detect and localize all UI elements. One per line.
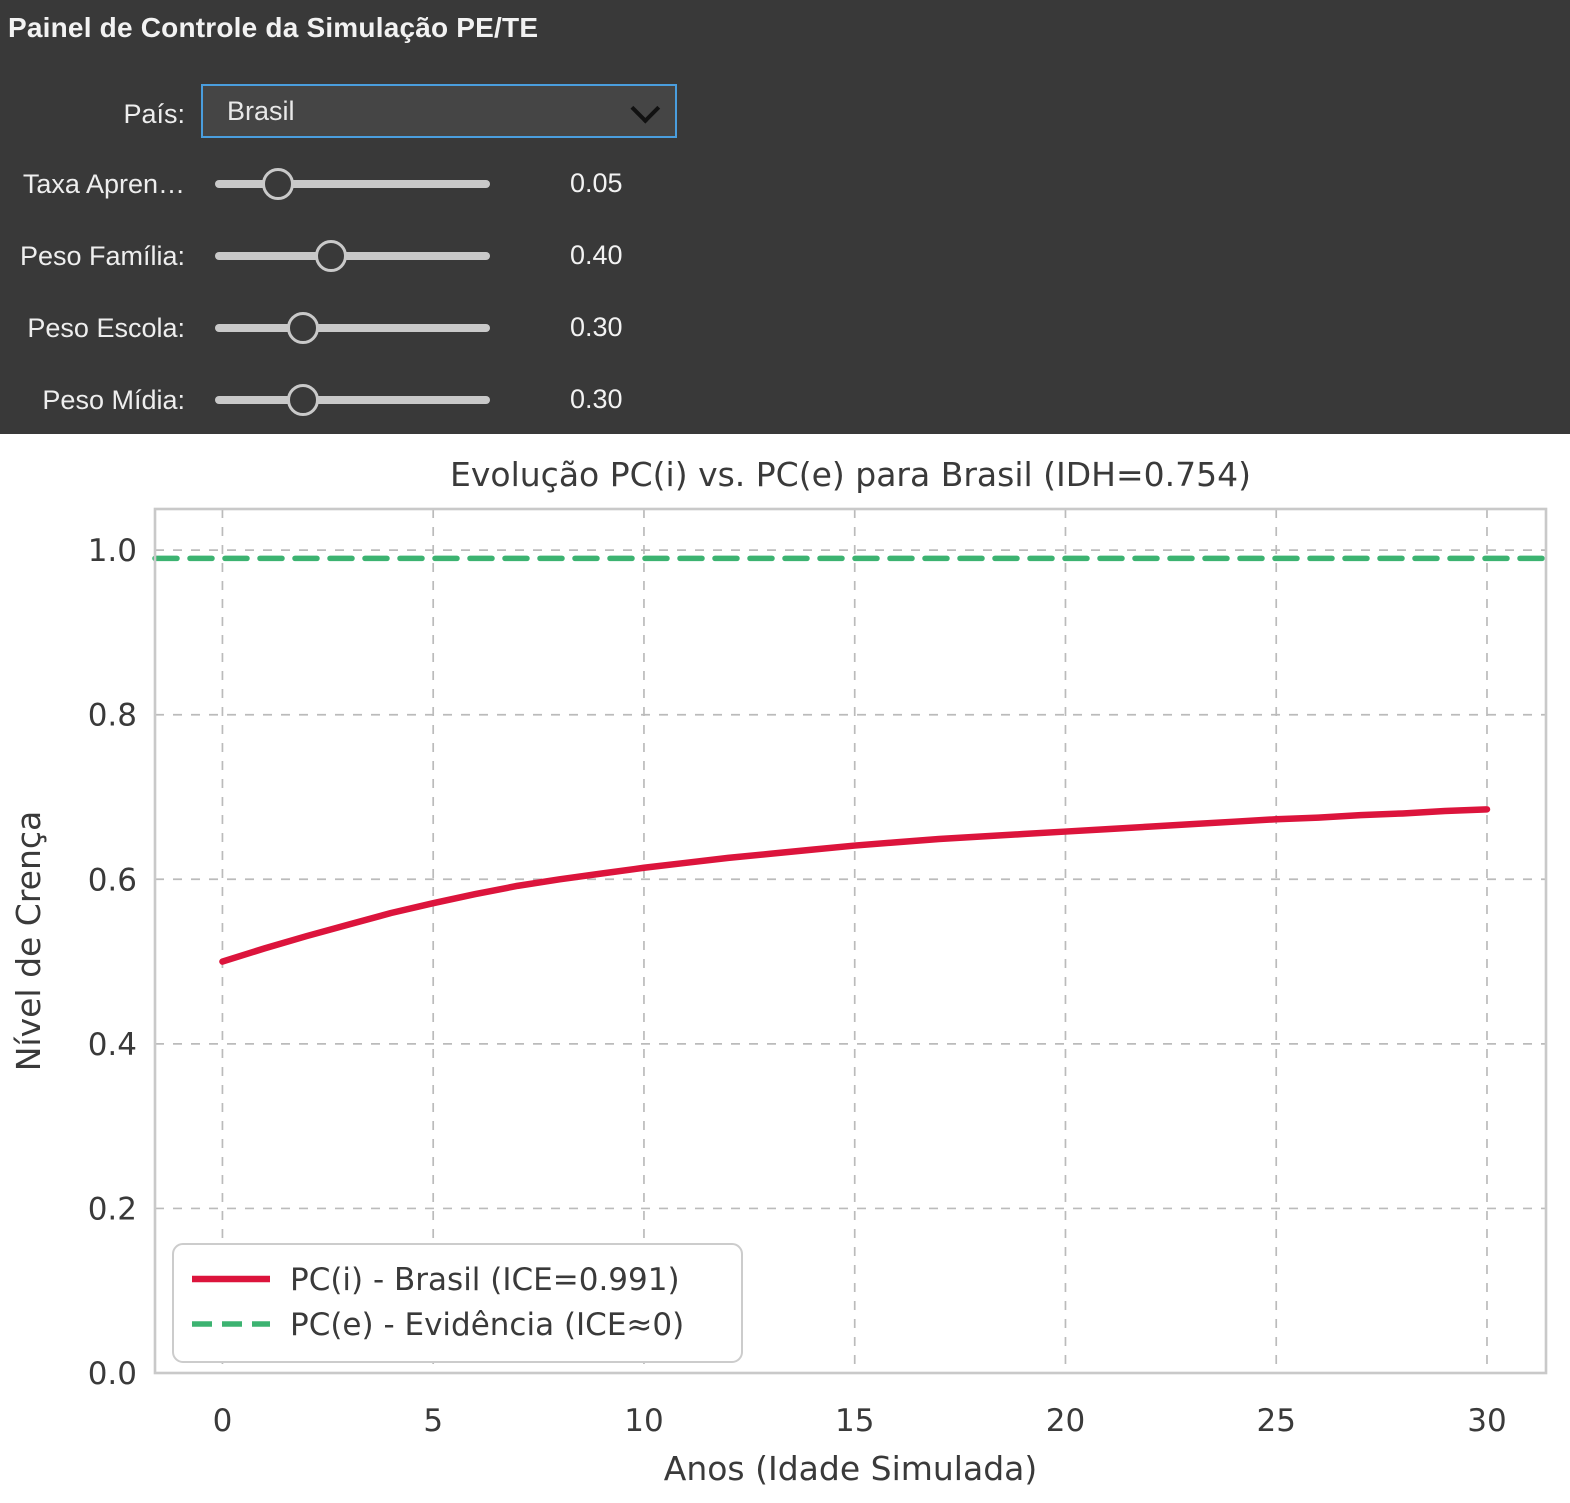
y-tick-label: 0.4 xyxy=(88,1027,137,1063)
school-weight-label: Peso Escola: xyxy=(27,313,185,343)
x-tick-label: 30 xyxy=(1467,1403,1506,1439)
x-tick-label: 20 xyxy=(1046,1403,1085,1439)
legend-label: PC(i) - Brasil (ICE=0.991) xyxy=(290,1262,680,1298)
learning-rate-value: 0.05 xyxy=(570,168,623,198)
media-weight-slider[interactable] xyxy=(215,384,490,416)
school-weight-value: 0.30 xyxy=(570,312,623,342)
legend-label: PC(e) - Evidência (ICE≈0) xyxy=(290,1307,684,1343)
slider-row-family-weight: Peso Família: 0.40 xyxy=(0,236,1570,276)
plot-frame xyxy=(153,507,1548,1375)
x-tick-label: 25 xyxy=(1257,1403,1296,1439)
country-select[interactable]: Brasil xyxy=(201,84,677,138)
slider-row-learning-rate: Taxa Apren… 0.05 xyxy=(0,164,1570,204)
y-tick-label: 0.0 xyxy=(88,1356,137,1392)
panel-title: Painel de Controle da Simulação PE/TE xyxy=(8,12,539,43)
country-select-value: Brasil xyxy=(227,95,295,126)
y-tick-label: 0.6 xyxy=(88,862,137,898)
school-weight-slider-handle[interactable] xyxy=(287,312,319,344)
family-weight-label: Peso Família: xyxy=(19,241,185,271)
chart-title: Evolução PC(i) vs. PC(e) para Brasil (ID… xyxy=(450,455,1251,494)
x-axis-label: Anos (Idade Simulada) xyxy=(664,1449,1038,1488)
family-weight-value: 0.40 xyxy=(570,240,623,270)
x-tick-label: 0 xyxy=(213,1403,233,1439)
y-tick-label: 0.8 xyxy=(88,698,137,734)
y-axis-label: Nível de Crença xyxy=(9,811,48,1072)
slider-row-media-weight: Peso Mídia: 0.30 xyxy=(0,380,1570,420)
pc-i-line xyxy=(219,806,1491,965)
learning-rate-slider-handle[interactable] xyxy=(262,168,295,200)
control-panel: Painel de Controle da Simulação PE/TE Pa… xyxy=(0,0,1570,434)
family-weight-slider-handle[interactable] xyxy=(314,240,347,272)
learning-rate-slider[interactable] xyxy=(215,168,490,200)
slider-row-school-weight: Peso Escola: 0.30 xyxy=(0,308,1570,348)
chevron-down-icon xyxy=(630,93,661,124)
school-weight-slider[interactable] xyxy=(215,312,490,344)
y-tick-label: 1.0 xyxy=(88,533,137,569)
family-weight-slider[interactable] xyxy=(215,240,490,272)
learning-rate-label: Taxa Apren… xyxy=(22,169,185,199)
x-tick-label: 5 xyxy=(423,1403,443,1439)
chart-canvas: 0 5 10 15 20 25 30 0.0 0.2 0.4 0.6 0.8 1.0 Anos (Idad… xyxy=(9,455,1549,1488)
belief-evolution-chart: 0 5 10 15 20 25 30 0.0 0.2 0.4 0.6 0.8 1.0 Anos (Idad… xyxy=(0,434,1570,1503)
x-tick-label: 15 xyxy=(835,1403,874,1439)
y-tick-label: 0.2 xyxy=(88,1191,137,1227)
media-weight-slider-handle[interactable] xyxy=(287,384,319,416)
media-weight-label: Peso Mídia: xyxy=(42,385,185,415)
media-weight-value: 0.30 xyxy=(570,384,623,414)
x-tick-label: 10 xyxy=(624,1403,663,1439)
country-label: País: xyxy=(123,99,185,129)
legend-box xyxy=(172,1243,743,1363)
